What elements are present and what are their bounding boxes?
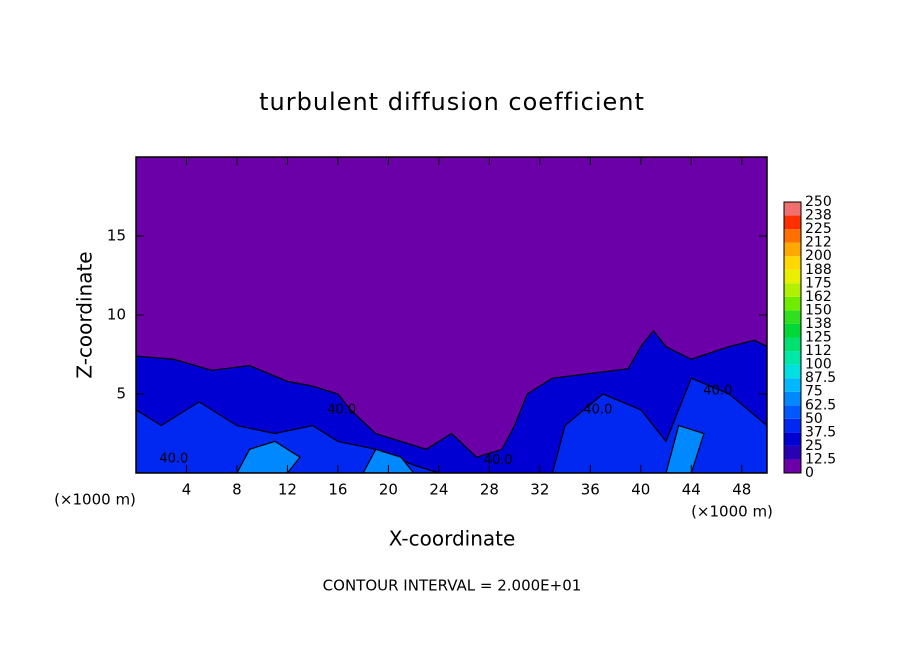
colorbar-band [784, 405, 801, 419]
colorbar-band [784, 323, 801, 338]
colorbar-label: 25 [805, 438, 823, 454]
colorbar-band [784, 337, 801, 352]
x-tick-label: 20 [379, 481, 398, 499]
footnote: CONTOUR INTERVAL = 2.000E+01 [323, 577, 582, 595]
colorbar-band [784, 296, 801, 311]
chart-title: turbulent diffusion coefficient [259, 88, 645, 116]
colorbar-band [784, 364, 801, 379]
x-tick-label: 44 [682, 481, 701, 499]
contour-label: 40.0 [703, 383, 732, 398]
contour-label: 40.0 [159, 451, 188, 466]
colorbar-label: 87.5 [805, 370, 836, 386]
colorbar-band [784, 215, 801, 230]
colorbar-label: 75 [805, 384, 823, 400]
colorbar-label: 138 [805, 316, 832, 332]
colorbar-band [784, 378, 801, 392]
x-unit-label: (×1000 m) [54, 491, 136, 509]
colorbar-label: 62.5 [805, 397, 836, 413]
x-tick-label: 4 [182, 481, 192, 499]
colorbar-label: 225 [805, 221, 832, 237]
colorbar-label: 0 [805, 465, 814, 481]
colorbar-band [784, 283, 801, 297]
x-unit-label: (×1000 m) [691, 503, 773, 521]
colorbar-label: 50 [805, 411, 823, 427]
colorbar-band [784, 229, 801, 243]
colorbar-label: 37.5 [805, 424, 836, 440]
colorbar-label: 188 [805, 262, 832, 278]
contour-label: 40.0 [327, 402, 356, 417]
colorbar-label: 112 [805, 343, 832, 359]
colorbar-label: 200 [805, 248, 832, 264]
x-tick-label: 24 [429, 481, 448, 499]
colorbar-band [784, 445, 801, 460]
contour-label: 40.0 [484, 453, 513, 468]
x-tick-label: 8 [232, 481, 242, 499]
colorbar-frame [783, 201, 802, 474]
x-tick-label: 16 [328, 481, 347, 499]
colorbar-label: 150 [805, 302, 832, 318]
colorbar-band [784, 351, 801, 365]
field-region [236, 440, 301, 473]
colorbar-band [784, 202, 801, 216]
colorbar-band [784, 391, 801, 406]
colorbar-label: 100 [805, 357, 832, 373]
field-region [362, 448, 415, 473]
y-tick-label: 10 [107, 306, 126, 324]
colorbar-label: 212 [805, 235, 832, 251]
x-axis-label: X-coordinate [389, 527, 516, 551]
x-tick-label: 48 [732, 481, 751, 499]
colorbar-label: 125 [805, 330, 832, 346]
y-axis-label: Z-coordinate [73, 251, 97, 378]
colorbar-band [784, 418, 801, 433]
x-tick-label: 32 [530, 481, 549, 499]
colorbar-label: 250 [805, 194, 832, 210]
colorbar-band [784, 432, 801, 446]
colorbar-label: 12.5 [805, 451, 836, 467]
colorbar-band [784, 242, 801, 257]
colorbar-label: 162 [805, 289, 832, 305]
x-tick-label: 40 [631, 481, 650, 499]
x-tick-label: 12 [278, 481, 297, 499]
colorbar-band [784, 459, 801, 473]
x-tick-label: 28 [480, 481, 499, 499]
colorbar-band [784, 269, 801, 284]
colorbar-band [784, 310, 801, 324]
field-region [136, 401, 440, 473]
y-tick-label: 15 [107, 227, 126, 245]
contour-label: 40.0 [583, 402, 612, 417]
colorbar-label: 238 [805, 208, 832, 224]
field-region [665, 424, 705, 473]
colorbar-band [784, 256, 801, 270]
x-tick-label: 36 [581, 481, 600, 499]
colorbar-label: 175 [805, 275, 832, 291]
field-region [551, 377, 767, 473]
y-tick-label: 5 [116, 385, 126, 403]
